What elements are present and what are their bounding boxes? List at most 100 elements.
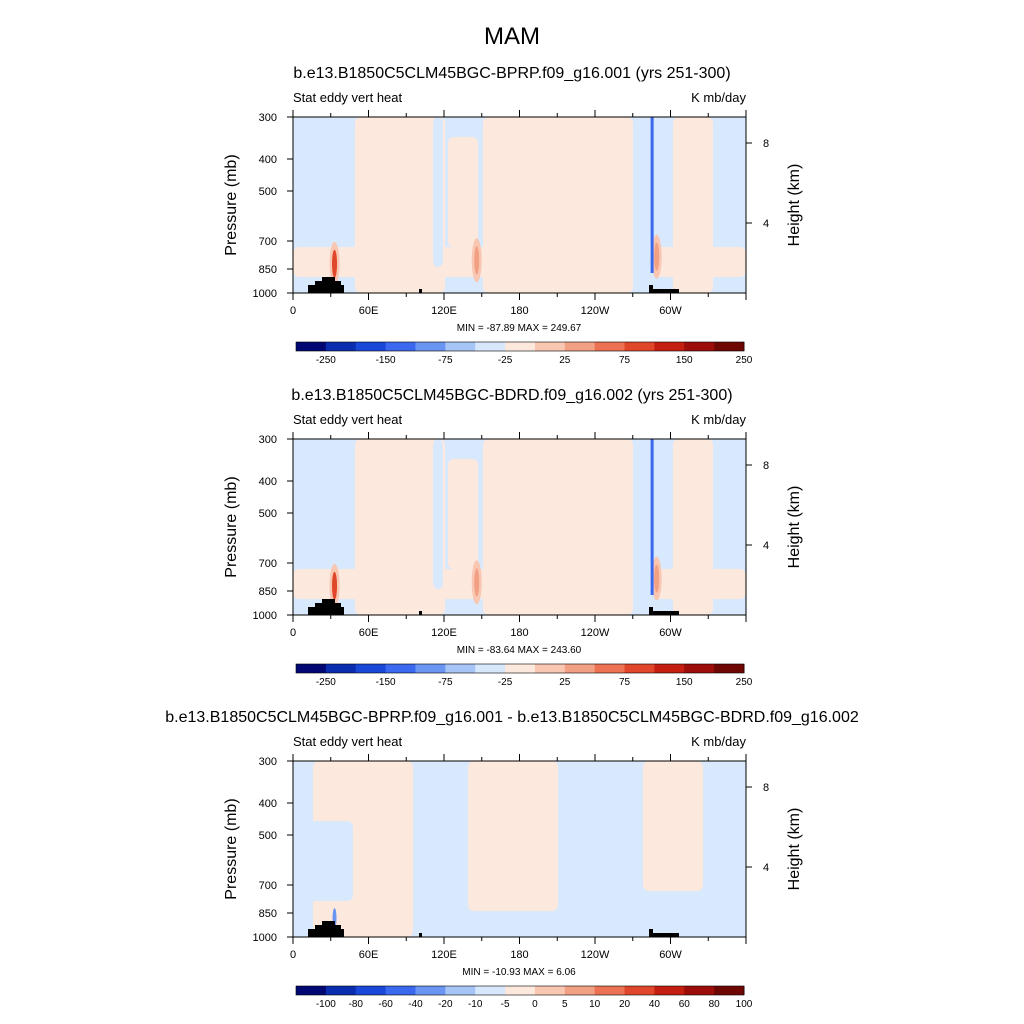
panel-title: b.e13.B1850C5CLM45BGC-BPRP.f09_g16.001 -… (165, 709, 859, 726)
y2-tick-label: 4 (763, 218, 769, 230)
panel-title: b.e13.B1850C5CLM45BGC-BDRD.f09_g16.002 (… (291, 387, 732, 404)
y-tick-label: 1000 (253, 610, 277, 622)
colorbar-label: 250 (736, 355, 753, 366)
panel-title: b.e13.B1850C5CLM45BGC-BPRP.f09_g16.001 (… (293, 65, 730, 82)
y2-axis-label: Height (km) (786, 808, 803, 891)
terrain-block (335, 603, 341, 615)
colorbar-swatch (564, 664, 596, 673)
x-tick-label: 0 (290, 949, 296, 961)
colorbar-swatch (355, 986, 387, 995)
feature-minimum (650, 439, 654, 595)
contour-field (293, 761, 746, 937)
y-tick-label: 300 (259, 434, 277, 446)
colorbar-swatch (654, 664, 685, 673)
terrain-block (340, 607, 344, 615)
contour-region (483, 439, 633, 615)
colorbar-label: -75 (438, 677, 453, 688)
colorbar-label: -20 (438, 999, 453, 1010)
colorbar-swatch (475, 342, 506, 351)
contour-region (713, 117, 746, 217)
x-tick-label: 120W (581, 627, 610, 639)
terrain-block (329, 599, 335, 615)
terrain-block (651, 289, 679, 293)
y-axis-label: Pressure (mb) (223, 798, 240, 899)
colorbar-label: 80 (709, 999, 721, 1010)
x-tick-label: 60E (359, 949, 379, 961)
colorbar-label: 150 (676, 355, 693, 366)
colorbar-label: 100 (736, 999, 753, 1010)
colorbar-label: -100 (316, 999, 336, 1010)
colorbar-label: -25 (498, 677, 513, 688)
x-tick-label: 0 (290, 305, 296, 317)
y-tick-label: 300 (259, 756, 277, 768)
y-axis-label: Pressure (mb) (223, 476, 240, 577)
terrain-block (340, 929, 344, 937)
feature-maximum (332, 571, 338, 600)
figure-title: MAM (484, 23, 540, 50)
colorbar-label: -40 (408, 999, 423, 1010)
stats-label: MIN = -87.89 MAX = 249.67 (457, 323, 582, 334)
colorbar-label: 75 (619, 355, 631, 366)
colorbar-swatch (325, 664, 357, 673)
contour-region (703, 761, 746, 937)
contour-region (448, 137, 478, 247)
terrain-block (329, 921, 335, 937)
colorbar-label: -250 (316, 355, 336, 366)
colorbar-label: -75 (438, 355, 453, 366)
colorbar-swatch (594, 664, 626, 673)
x-tick-label: 120E (431, 627, 457, 639)
colorbar-swatch (385, 986, 416, 995)
colorbar-swatch (534, 342, 566, 351)
feature-maximum (474, 246, 480, 275)
colorbar-swatch (505, 664, 536, 673)
colorbar-swatch (594, 342, 626, 351)
x-tick-label: 60W (659, 305, 682, 317)
colorbar-label: -150 (376, 355, 396, 366)
colorbar-label: -25 (498, 355, 513, 366)
terrain-block (419, 289, 422, 293)
y2-axis-label: Height (km) (786, 486, 803, 569)
colorbar-frame (295, 341, 745, 352)
terrain-block (419, 611, 422, 615)
y-tick-label: 700 (259, 880, 277, 892)
colorbar-swatch (355, 664, 387, 673)
colorbar-swatch (564, 342, 596, 351)
chart-panel-3: b.e13.B1850C5CLM45BGC-BPRP.f09_g16.001 -… (165, 709, 859, 1010)
colorbar-swatch (355, 342, 387, 351)
x-tick-label: 60W (659, 949, 682, 961)
colorbar-label: 75 (619, 677, 631, 688)
chart-panel-1: b.e13.B1850C5CLM45BGC-BPRP.f09_g16.001 (… (223, 65, 803, 366)
colorbar-label: -250 (316, 677, 336, 688)
colorbar-swatch (684, 986, 715, 995)
feature-maximum (654, 242, 660, 271)
terrain-block (329, 277, 335, 293)
colorbar-swatch (505, 986, 536, 995)
contour-region (448, 459, 478, 569)
contour-field (293, 117, 746, 293)
contour-region (433, 117, 443, 267)
x-tick-label: 60E (359, 305, 379, 317)
contour-region (713, 439, 746, 539)
panel-right-label: K mb/day (691, 734, 746, 749)
colorbar-swatch (385, 664, 416, 673)
contour-region (563, 851, 643, 937)
colorbar-label: 10 (589, 999, 601, 1010)
colorbar-label: 250 (736, 677, 753, 688)
colorbar-swatch (684, 342, 715, 351)
colorbar-frame (295, 663, 745, 674)
colorbar-swatch (505, 342, 536, 351)
colorbar-swatch (415, 986, 446, 995)
colorbar-swatch (475, 986, 506, 995)
y2-tick-label: 8 (763, 782, 769, 794)
panel-right-label: K mb/day (691, 90, 746, 105)
y-tick-label: 1000 (253, 932, 277, 944)
colorbar-swatch (325, 986, 357, 995)
colorbar-swatch (534, 664, 566, 673)
y2-tick-label: 8 (763, 138, 769, 150)
y-tick-label: 850 (259, 908, 277, 920)
feature-maximum (474, 568, 480, 597)
colorbar-label: -5 (501, 999, 510, 1010)
feature-maximum (332, 249, 338, 278)
x-tick-label: 120E (431, 305, 457, 317)
panel-right-label: K mb/day (691, 412, 746, 427)
